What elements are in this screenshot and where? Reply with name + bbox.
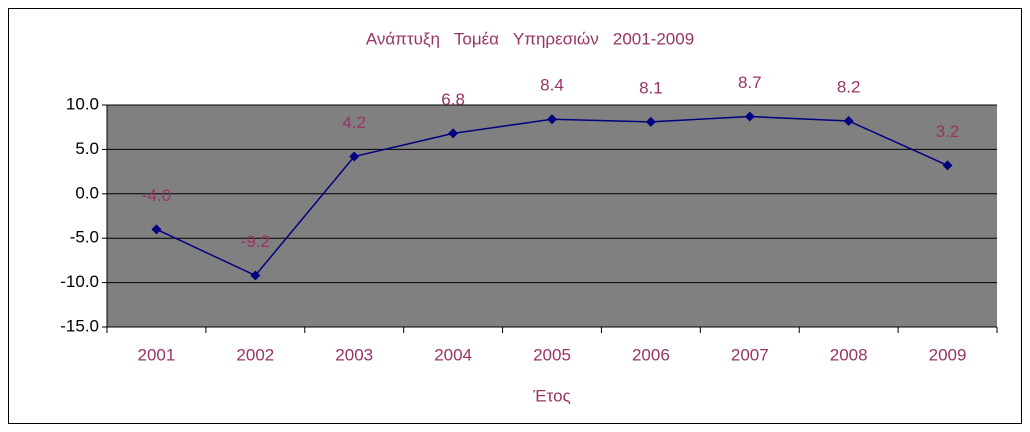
- data-label: 8.4: [540, 76, 564, 95]
- point-marker: [645, 116, 656, 127]
- plot-area: [107, 105, 997, 327]
- data-label: 8.7: [738, 73, 762, 92]
- y-tick-label: 0.0: [75, 183, 99, 202]
- y-tick-label: -15.0: [60, 316, 99, 335]
- x-tick-label: 2009: [929, 345, 967, 364]
- data-label: 6.8: [441, 90, 465, 109]
- point-marker: [151, 224, 162, 235]
- x-tick-label: 2006: [632, 345, 670, 364]
- x-tick-label: 2002: [236, 345, 274, 364]
- x-tick-label: 2008: [830, 345, 868, 364]
- x-tick-label: 2001: [138, 345, 176, 364]
- point-marker: [744, 111, 755, 122]
- x-tick-label: 2007: [731, 345, 769, 364]
- x-axis-label: Έτος: [532, 386, 570, 405]
- x-tick-label: 2005: [533, 345, 571, 364]
- x-tick-label: 2003: [335, 345, 373, 364]
- y-tick-label: 10.0: [66, 94, 99, 113]
- point-marker: [547, 114, 557, 125]
- data-label: 8.2: [837, 77, 861, 96]
- point-marker: [942, 160, 953, 171]
- data-label: -4.0: [142, 186, 171, 205]
- y-tick-label: 5.0: [75, 139, 99, 158]
- point-marker: [250, 270, 261, 281]
- point-marker: [448, 128, 459, 139]
- x-tick-label: 2004: [434, 345, 472, 364]
- y-tick-label: -5.0: [70, 228, 99, 247]
- y-tick-label: -10.0: [60, 272, 99, 291]
- point-marker: [349, 151, 360, 162]
- data-label: 3.2: [936, 122, 960, 141]
- point-marker: [843, 115, 854, 126]
- chart-title: Ανάπτυξη Τομέα Υπηρεσιών 2001-2009: [366, 29, 694, 48]
- data-label: -9.2: [241, 232, 270, 251]
- data-label: 8.1: [639, 78, 663, 97]
- data-label: 4.2: [342, 113, 366, 132]
